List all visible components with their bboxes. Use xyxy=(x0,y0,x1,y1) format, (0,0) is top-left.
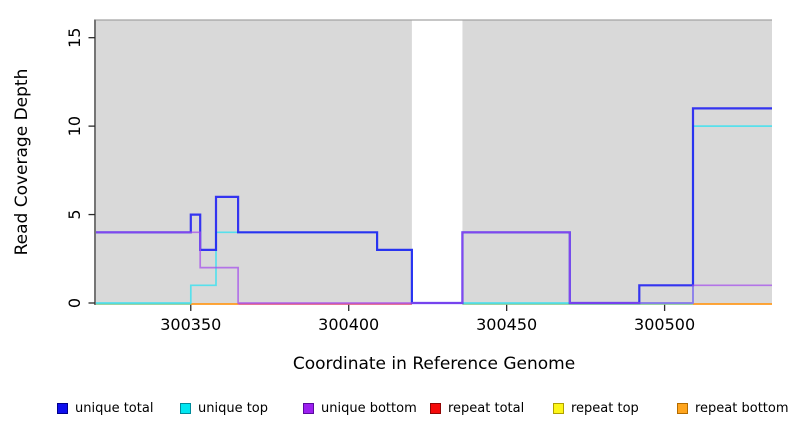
y-tick-label: 10 xyxy=(65,116,84,136)
legend-swatch-unique-bottom xyxy=(303,402,314,414)
legend-swatch-repeat-total xyxy=(430,402,441,414)
x-tick-label: 300500 xyxy=(634,315,695,334)
series-line-unique-bottom xyxy=(96,231,772,304)
legend-item-repeat-total: repeat total xyxy=(430,398,524,418)
legend-swatch-unique-top xyxy=(180,402,191,414)
legend-label: repeat top xyxy=(571,400,639,416)
legend-item-unique-total: unique total xyxy=(57,398,153,418)
legend-label: repeat total xyxy=(448,400,525,416)
legend-label: unique total xyxy=(75,400,154,416)
no-data-band xyxy=(411,20,463,305)
legend-item-unique-top: unique top xyxy=(180,398,268,418)
y-tick-label: 5 xyxy=(65,209,84,219)
legend-item-unique-bottom: unique bottom xyxy=(303,398,417,418)
legend-label: unique top xyxy=(198,400,269,416)
x-tick-label: 300450 xyxy=(476,315,537,334)
legend-swatch-repeat-top xyxy=(553,402,564,414)
x-tick-label: 300350 xyxy=(160,315,221,334)
legend-item-repeat-bottom: repeat bottom xyxy=(677,398,789,418)
legend-label: repeat bottom xyxy=(695,400,789,416)
legend-item-repeat-top: repeat top xyxy=(553,398,639,418)
legend-label: unique bottom xyxy=(321,400,417,416)
x-tick-label: 300400 xyxy=(318,315,379,334)
legend-swatch-unique-total xyxy=(57,402,68,414)
legend-swatch-repeat-bottom xyxy=(677,402,688,414)
y-axis-title: Read Coverage Depth xyxy=(12,68,32,256)
legend: unique total unique top unique bottom repea… xyxy=(0,398,792,418)
y-tick-label: 15 xyxy=(65,28,84,48)
y-tick-label: 0 xyxy=(65,298,84,308)
plot-canvas: 0 5 10 15 300350 300400 300450 300500 xyxy=(65,19,772,334)
x-axis-title: Coordinate in Reference Genome xyxy=(292,354,576,374)
